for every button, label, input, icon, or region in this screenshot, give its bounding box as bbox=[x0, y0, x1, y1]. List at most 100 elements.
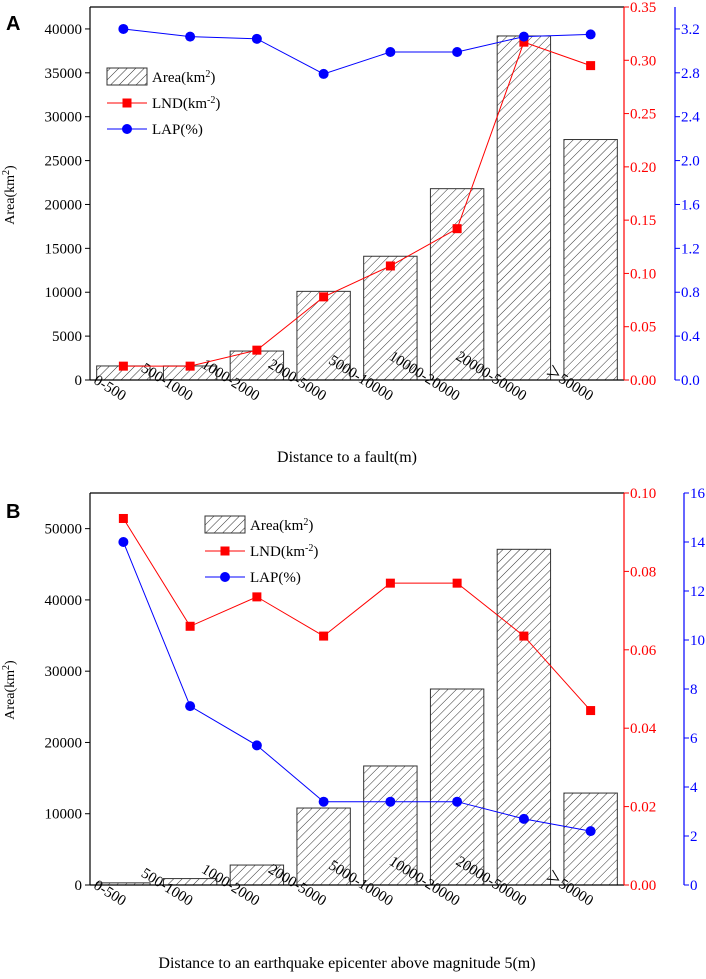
y-axis-title-text: Area(km bbox=[3, 175, 18, 225]
lnd-point bbox=[519, 37, 529, 47]
x-tick-label: 0-500 bbox=[90, 877, 128, 909]
lnd-tick-label: 0.00 bbox=[630, 373, 656, 389]
lap-point bbox=[185, 31, 196, 42]
y-axis-title-sup: 2 bbox=[1, 665, 12, 670]
lnd-point bbox=[586, 706, 596, 716]
legend-lap-marker bbox=[122, 124, 132, 134]
legend-label-sup: -2 bbox=[207, 95, 215, 106]
lnd-tick-label: 0.05 bbox=[630, 320, 656, 336]
lap-point bbox=[318, 796, 329, 807]
x-tick-label: 500-1000 bbox=[138, 865, 195, 909]
lnd-tick-label: 0.10 bbox=[630, 266, 656, 282]
area-bar bbox=[429, 688, 485, 886]
lnd-point bbox=[385, 261, 395, 271]
lnd-tick-label: 0.08 bbox=[630, 564, 656, 580]
lap-tick-label: 2.0 bbox=[681, 154, 700, 170]
lap-point bbox=[118, 537, 129, 547]
area-tick-label: 20000 bbox=[45, 735, 83, 751]
lnd-point bbox=[586, 61, 596, 71]
area-bar bbox=[296, 807, 351, 886]
y-axis-title-sup: 2 bbox=[1, 170, 12, 175]
legend-label: LAP(%) bbox=[152, 122, 203, 138]
lap-point bbox=[251, 740, 262, 751]
area-tick-label: 20000 bbox=[45, 197, 83, 213]
lap-tick-label: 8 bbox=[690, 682, 698, 698]
lap-point bbox=[318, 68, 329, 79]
lap-point bbox=[518, 31, 529, 42]
y-axis-title-text: Area(km bbox=[3, 670, 18, 720]
lap-tick-label: 16 bbox=[690, 486, 706, 502]
lap-tick-label: 2.8 bbox=[681, 66, 700, 82]
lap-series-line bbox=[122, 541, 591, 832]
area-bar bbox=[496, 548, 552, 886]
area-bar bbox=[296, 290, 351, 381]
y-axis-title: Area(km2) bbox=[1, 660, 19, 720]
legend: Area(km2)LND(km-2)LAP(%) bbox=[106, 67, 220, 138]
y-axis-title-close: ) bbox=[3, 660, 18, 665]
lap-tick-label: 10 bbox=[690, 633, 705, 649]
legend-label-sup: 2 bbox=[303, 517, 308, 528]
lap-tick-label: 1.2 bbox=[681, 241, 700, 257]
legend-label: LND(km-2) bbox=[152, 95, 220, 113]
legend-label: LAP(%) bbox=[250, 570, 301, 586]
lnd-point bbox=[118, 361, 128, 371]
lnd-point bbox=[185, 621, 195, 631]
legend-lnd-marker bbox=[220, 546, 230, 556]
lap-tick-label: 14 bbox=[690, 535, 706, 551]
lap-point bbox=[585, 826, 596, 837]
lnd-tick-label: 0.30 bbox=[630, 53, 656, 69]
lap-point bbox=[452, 796, 463, 807]
lap-tick-label: 0.8 bbox=[681, 285, 700, 301]
lap-point bbox=[185, 701, 196, 712]
lnd-tick-label: 0.15 bbox=[630, 213, 656, 229]
lnd-point bbox=[118, 513, 128, 523]
lap-point bbox=[385, 46, 396, 57]
area-tick-label: 40000 bbox=[45, 22, 83, 38]
lap-tick-label: 4 bbox=[690, 780, 698, 796]
panel-b: B 0 10000 20000 30000 40000 50000 0.00 0.02 0.04 0… bbox=[1, 486, 706, 972]
legend-label: Area(km2) bbox=[152, 69, 215, 87]
lap-point bbox=[518, 813, 529, 824]
area-tick-label: 30000 bbox=[45, 110, 83, 126]
area-tick-label: 35000 bbox=[45, 66, 83, 82]
lap-tick-label: 12 bbox=[690, 584, 705, 600]
lap-series-line bbox=[123, 28, 591, 75]
lnd-point bbox=[252, 345, 262, 355]
area-tick-label: 10000 bbox=[45, 285, 83, 301]
lap-tick-label: 0.4 bbox=[681, 329, 700, 345]
lnd-point bbox=[452, 224, 462, 234]
area-tick-label: 15000 bbox=[45, 241, 83, 257]
area-tick-label: 50000 bbox=[45, 522, 83, 538]
lap-tick-label: 0.0 bbox=[681, 373, 700, 389]
lap-tick-label: 6 bbox=[690, 731, 698, 747]
lap-point bbox=[118, 23, 129, 34]
area-tick-label: 10000 bbox=[45, 807, 83, 823]
x-axis-title: Distance to a fault(m) bbox=[277, 449, 417, 466]
panel-label: A bbox=[6, 13, 20, 35]
legend-label-close: ) bbox=[215, 96, 220, 112]
legend-label-close: ) bbox=[308, 518, 313, 534]
legend-label: Area(km2) bbox=[250, 517, 313, 535]
legend-area-swatch bbox=[106, 67, 148, 86]
y-axis-title: Area(km2) bbox=[1, 165, 19, 225]
lap-tick-label: 0 bbox=[690, 878, 698, 894]
area-tick-label: 0 bbox=[75, 373, 83, 389]
lnd-tick-label: 0.04 bbox=[630, 721, 657, 737]
lnd-point bbox=[185, 361, 195, 371]
lnd-tick-label: 0.00 bbox=[630, 878, 656, 894]
lnd-series-line bbox=[123, 41, 591, 367]
lap-tick-label: 1.6 bbox=[681, 197, 700, 213]
legend-label-sup: 2 bbox=[205, 69, 210, 80]
area-tick-label: 0 bbox=[75, 878, 83, 894]
legend-label-text: LND(km bbox=[250, 544, 305, 560]
lnd-series-line bbox=[122, 518, 591, 711]
legend-label-text: LAP(%) bbox=[152, 122, 203, 138]
legend-label-close: ) bbox=[313, 544, 318, 560]
lap-tick-label: 2.4 bbox=[681, 110, 700, 126]
legend-label-text: Area(km bbox=[152, 70, 206, 86]
area-tick-label: 5000 bbox=[52, 329, 82, 345]
lnd-point bbox=[519, 631, 529, 641]
legend-lnd-marker bbox=[122, 98, 132, 108]
area-tick-label: 30000 bbox=[45, 664, 83, 680]
